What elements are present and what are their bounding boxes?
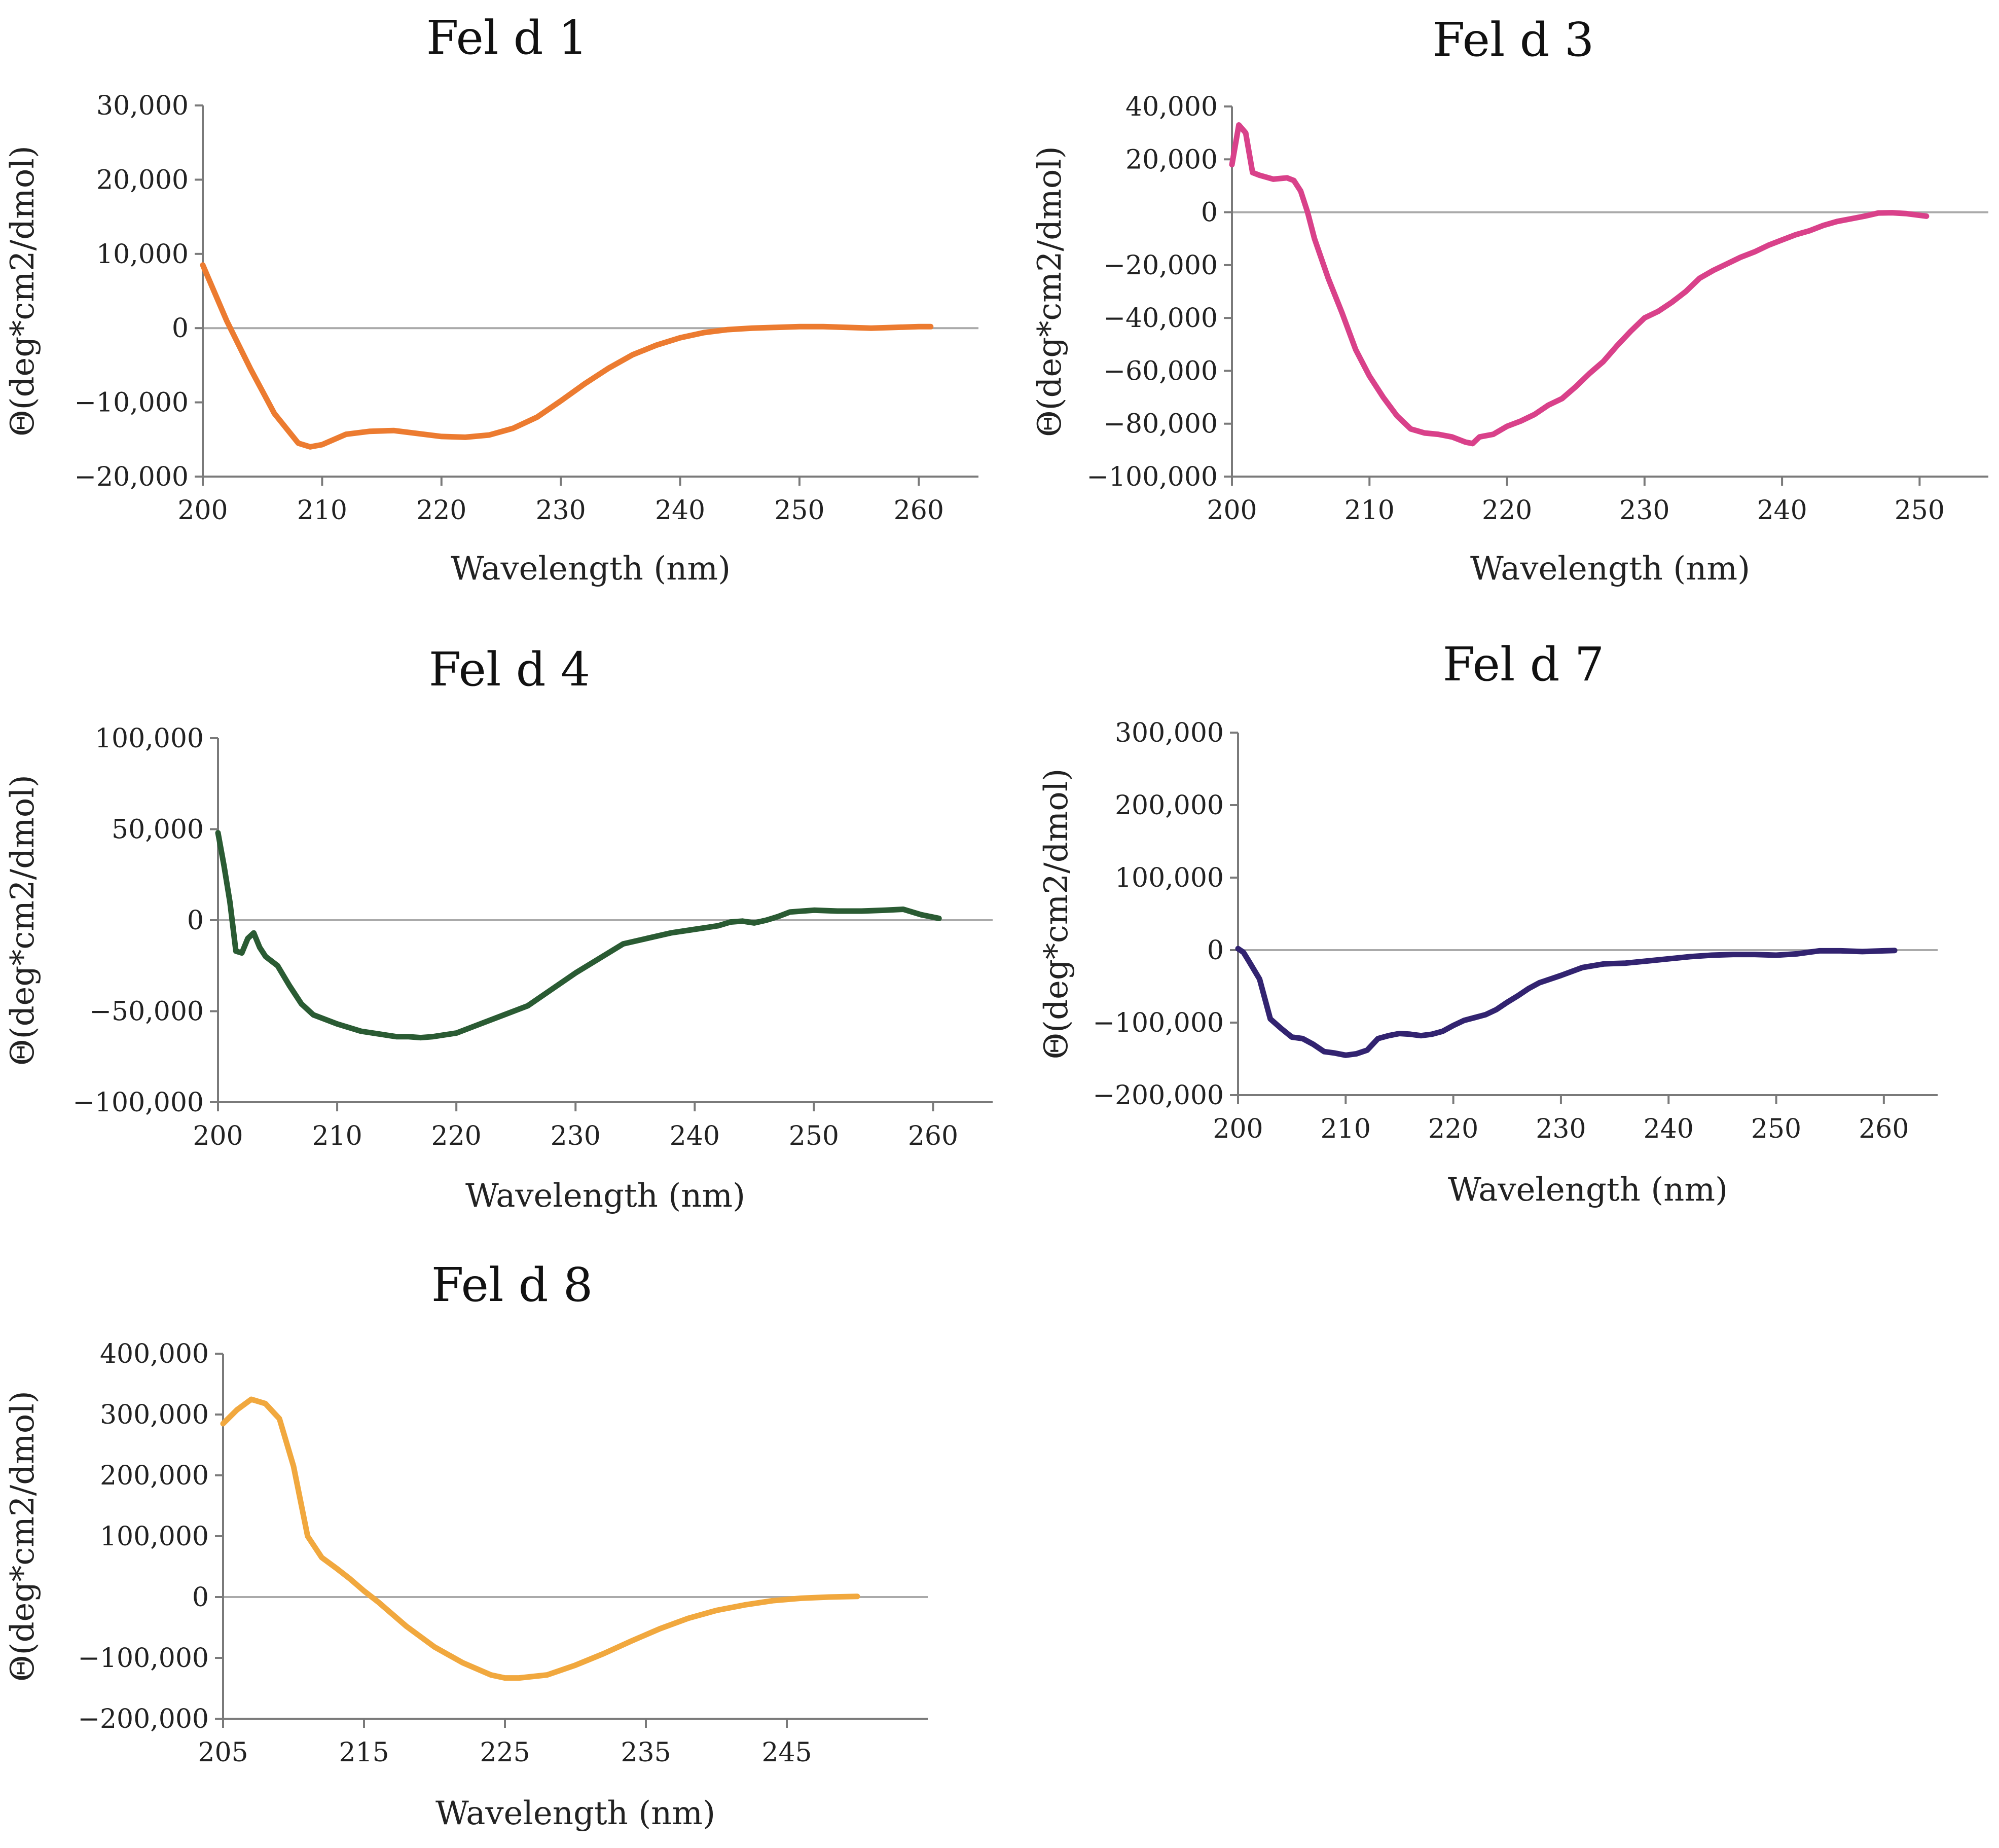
- y-tick-label: −20,000: [1103, 250, 1218, 281]
- x-tick-label: 200: [1213, 1114, 1263, 1144]
- y-tick-label: −50,000: [89, 997, 204, 1027]
- chart-panel-1: Fel d 1 −20,000 −10,000 0 10,000 20,000 30,000…: [4, 11, 978, 588]
- x-tick-label: 220: [1482, 495, 1532, 526]
- y-tick-label: 0: [192, 1582, 209, 1613]
- x-tick-label: 200: [177, 495, 228, 526]
- x-tick-label: 215: [339, 1737, 389, 1768]
- chart-panel-3: Fel d 4 −100,000 −50,000 0 50,000 100,000 200 2…: [4, 642, 993, 1215]
- y-tick-label: 300,000: [100, 1400, 209, 1430]
- y-tick-label: −40,000: [1103, 303, 1218, 334]
- x-axis-label: Wavelength (nm): [435, 1795, 715, 1832]
- series-line-fel-d-7: [1235, 946, 1898, 1058]
- y-tick-label: 0: [187, 905, 204, 936]
- y-tick-label: −10,000: [74, 388, 189, 418]
- x-tick-label: 250: [1895, 495, 1945, 526]
- y-tick-label: 40,000: [1125, 92, 1218, 122]
- x-tick-label: 250: [1751, 1114, 1801, 1144]
- x-tick-label: 220: [416, 495, 466, 526]
- chart-title: Fel d 3: [1433, 13, 1594, 67]
- x-axis-label: Wavelength (nm): [451, 550, 731, 588]
- chart-panel-4: Fel d 7 −200,000 −100,000 0 100,000 200,000 30…: [1038, 637, 1938, 1209]
- x-tick-label: 210: [1321, 1114, 1371, 1144]
- x-tick-label: 240: [670, 1121, 720, 1151]
- x-tick-label: 260: [908, 1121, 958, 1151]
- x-tick-label: 200: [193, 1121, 243, 1151]
- y-tick-label: 0: [172, 313, 189, 344]
- y-tick-label: 50,000: [112, 815, 204, 845]
- series-line-fel-d-4: [215, 830, 942, 1041]
- x-tick-label: 230: [551, 1121, 601, 1151]
- series-line-fel-d-1: [200, 262, 934, 450]
- chart-title: Fel d 7: [1443, 637, 1605, 692]
- y-tick-label: −200,000: [78, 1704, 209, 1734]
- y-axis-label: Θ(deg*cm2/dmol): [4, 1391, 42, 1682]
- y-tick-label: −100,000: [78, 1643, 209, 1674]
- y-axis-label: Θ(deg*cm2/dmol): [1038, 769, 1075, 1060]
- x-tick-label: 230: [1619, 495, 1669, 526]
- x-tick-label: 225: [480, 1737, 530, 1768]
- x-tick-label: 260: [1859, 1114, 1909, 1144]
- y-tick-label: 200,000: [100, 1461, 209, 1491]
- y-tick-label: −100,000: [72, 1088, 204, 1118]
- x-tick-label: 240: [1644, 1114, 1694, 1144]
- x-tick-label: 240: [655, 495, 705, 526]
- y-tick-label: 0: [1207, 935, 1224, 966]
- x-tick-label: 210: [1344, 495, 1395, 526]
- y-tick-label: 400,000: [100, 1339, 209, 1369]
- x-axis-label: Wavelength (nm): [1470, 550, 1750, 588]
- x-tick-label: 250: [774, 495, 824, 526]
- x-tick-label: 250: [789, 1121, 839, 1151]
- y-axis-label: Θ(deg*cm2/dmol): [4, 146, 42, 437]
- chart-title: Fel d 4: [429, 642, 591, 697]
- y-tick-label: −80,000: [1103, 409, 1218, 440]
- y-tick-label: −100,000: [1086, 462, 1218, 492]
- x-tick-label: 230: [1536, 1114, 1586, 1144]
- x-axis-label: Wavelength (nm): [1448, 1171, 1728, 1209]
- y-tick-label: 20,000: [1125, 144, 1218, 175]
- y-tick-label: 100,000: [100, 1521, 209, 1552]
- x-tick-label: 205: [198, 1737, 248, 1768]
- y-axis-label: Θ(deg*cm2/dmol): [1031, 146, 1069, 437]
- chart-panel-5: Fel d 8 −200,000 −100,000 0 100,000 200,000 30…: [4, 1258, 928, 1832]
- series-line-fel-d-3: [1229, 122, 1930, 447]
- x-tick-label: 235: [621, 1737, 671, 1768]
- chart-title: Fel d 8: [431, 1258, 593, 1312]
- chart-title: Fel d 1: [426, 11, 588, 65]
- y-tick-label: 300,000: [1115, 718, 1224, 748]
- y-tick-label: −20,000: [74, 462, 189, 492]
- x-tick-label: 240: [1757, 495, 1807, 526]
- x-tick-label: 210: [297, 495, 347, 526]
- y-axis-label: Θ(deg*cm2/dmol): [4, 775, 42, 1066]
- x-tick-label: 220: [1428, 1114, 1478, 1144]
- x-axis-label: Wavelength (nm): [465, 1177, 745, 1215]
- x-tick-label: 200: [1207, 495, 1257, 526]
- y-tick-label: −60,000: [1103, 356, 1218, 386]
- x-tick-label: 220: [431, 1121, 482, 1151]
- series-line-fel-d-8: [220, 1396, 860, 1681]
- y-tick-label: 200,000: [1115, 790, 1224, 821]
- y-tick-label: 100,000: [95, 723, 204, 754]
- y-tick-label: 30,000: [96, 91, 189, 121]
- x-tick-label: 260: [894, 495, 944, 526]
- y-tick-label: 0: [1201, 198, 1218, 228]
- y-tick-label: −100,000: [1093, 1008, 1224, 1038]
- y-tick-label: −200,000: [1093, 1080, 1224, 1111]
- y-tick-label: 20,000: [96, 165, 189, 195]
- chart-panel-2: Fel d 3 −100,000 −80,000 −60,000 −40,000 −20,…: [1031, 13, 1988, 588]
- x-tick-label: 210: [312, 1121, 362, 1151]
- y-tick-label: 100,000: [1115, 863, 1224, 893]
- x-tick-label: 230: [536, 495, 586, 526]
- y-tick-label: 10,000: [96, 239, 189, 270]
- x-tick-label: 245: [761, 1737, 812, 1768]
